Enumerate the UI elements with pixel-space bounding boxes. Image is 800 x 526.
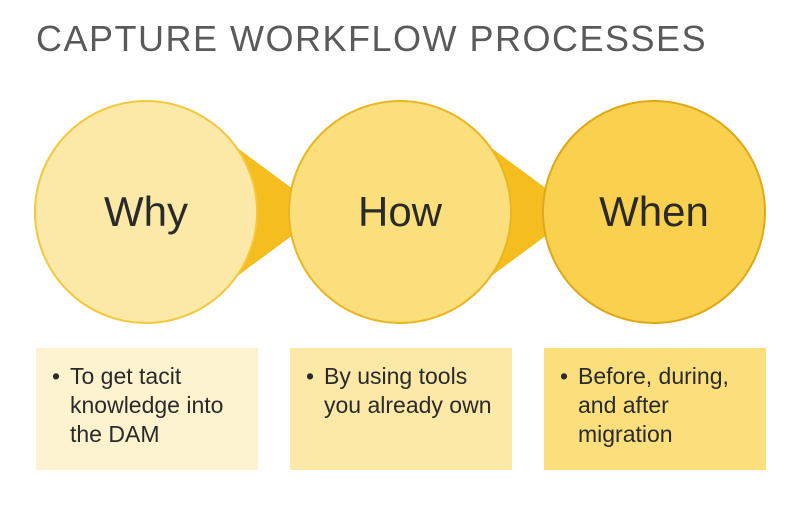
step-circle-why: Why	[34, 100, 258, 324]
step-bullet: By using tools you already own	[304, 362, 500, 420]
step-box-why: To get tacit knowledge into the DAM	[36, 348, 258, 470]
page-title: CAPTURE WORKFLOW PROCESSES	[36, 18, 707, 60]
step-bullet: Before, during, and after migration	[558, 362, 754, 448]
step-circle-when: When	[542, 100, 766, 324]
step-box-how: By using tools you already own	[290, 348, 512, 470]
step-label: When	[599, 188, 709, 236]
step-circle-how: How	[288, 100, 512, 324]
step-label: Why	[104, 188, 188, 236]
step-box-when: Before, during, and after migration	[544, 348, 766, 470]
step-label: How	[358, 188, 442, 236]
diagram-stage: Why To get tacit knowledge into the DAM Ho…	[34, 100, 766, 500]
step-bullet: To get tacit knowledge into the DAM	[50, 362, 246, 448]
